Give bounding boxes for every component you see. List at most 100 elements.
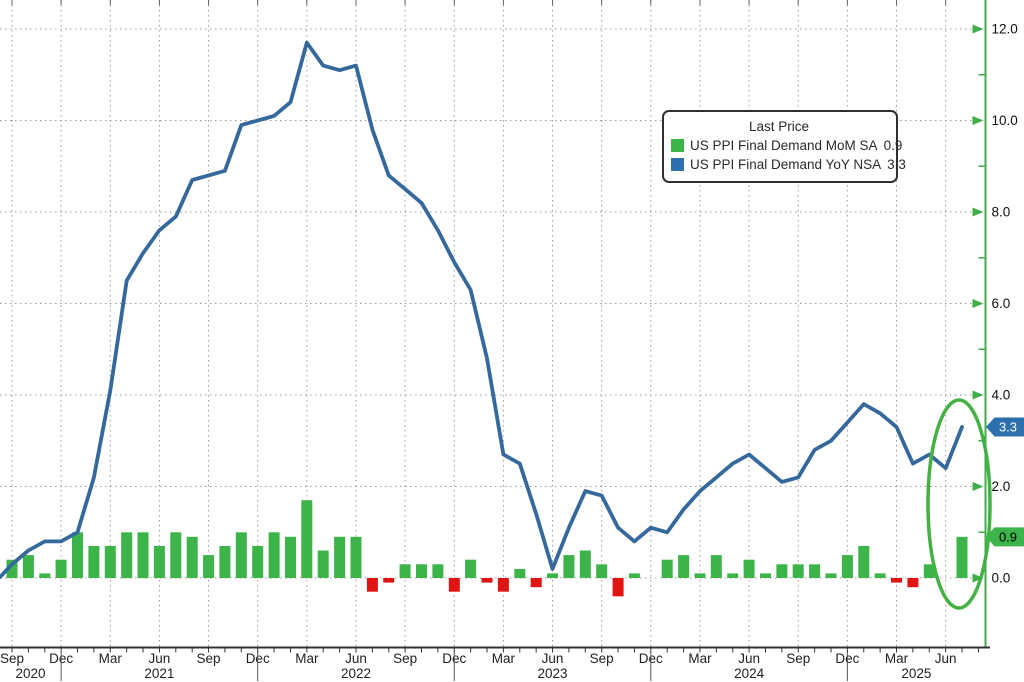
mom-bar	[416, 564, 427, 578]
mom-bar	[596, 564, 608, 578]
mom-bar	[170, 532, 182, 579]
y-axis-label: 10.0	[992, 113, 1018, 128]
right-axis: 0.0 2.0 4.0 6.0 8.0 10.0 12.0	[972, 0, 1018, 649]
highlight-ellipse	[926, 398, 992, 610]
mom-bar	[776, 564, 788, 578]
mom-bar	[203, 555, 215, 578]
mom-bar	[710, 555, 722, 578]
month-label: Sep	[786, 651, 810, 666]
major-tick-arrow	[972, 482, 984, 491]
yoy-series-swatch	[671, 158, 684, 171]
mom-bar	[841, 555, 853, 578]
last-price-badges: 3.3 0.9	[986, 417, 1024, 547]
mom-bar	[88, 546, 100, 578]
month-label: Sep	[0, 651, 24, 666]
month-label: Mar	[99, 651, 123, 666]
legend-row-mom: US PPI Final Demand MoM SA 0.9	[671, 136, 902, 155]
mom-last-price-badge-value: 0.9	[999, 529, 1017, 544]
mom-bar	[514, 568, 526, 579]
mom-bar	[678, 555, 690, 578]
mom-bar	[825, 573, 837, 578]
mom-bar	[55, 559, 67, 578]
y-axis-label: 6.0	[992, 296, 1011, 311]
month-label: Jun	[149, 651, 171, 666]
y-axis-label: 8.0	[992, 205, 1011, 220]
mom-bar	[252, 546, 264, 578]
mom-bar	[743, 559, 755, 578]
month-label: Mar	[688, 651, 712, 666]
mom-bar	[383, 578, 395, 583]
y-axis-label: 4.0	[992, 388, 1011, 403]
legend-row-yoy: US PPI Final Demand YoY NSA 3.3	[671, 155, 906, 174]
mom-bar	[727, 573, 739, 578]
month-label: Mar	[885, 651, 909, 666]
gridlines	[0, 0, 984, 648]
mom-bar	[235, 532, 247, 579]
month-label: Jun	[738, 651, 760, 666]
mom-bar	[661, 559, 673, 578]
yoy-last-price-badge-value: 3.3	[999, 420, 1017, 435]
mom-bar	[137, 532, 149, 579]
mom-bar	[6, 559, 18, 578]
year-label: 2023	[538, 666, 568, 681]
mom-series-value: 0.9	[883, 138, 903, 153]
yoy-series-value: 3.3	[887, 157, 906, 172]
major-tick-arrow	[972, 573, 984, 583]
mom-bar	[334, 536, 346, 578]
yoy-series-label: US PPI Final Demand YoY NSA	[690, 157, 882, 172]
mom-bar	[317, 550, 329, 578]
mom-bar	[809, 564, 821, 578]
mom-bar	[694, 573, 706, 578]
bottom-axis: Sep Dec Mar Jun Sep Dec Mar Jun Sep Dec Mar Jun Sep D…	[0, 646, 990, 681]
mom-bar	[39, 573, 51, 578]
mom-bar	[530, 578, 542, 588]
line-series	[0, 40, 964, 579]
mom-bar	[628, 573, 640, 578]
mom-bar	[907, 578, 919, 588]
month-label: Mar	[492, 651, 516, 666]
mom-bar	[579, 550, 591, 578]
mom-bar	[465, 559, 477, 578]
year-label: 2021	[144, 666, 174, 681]
mom-bar	[874, 573, 886, 578]
major-tick-arrow	[972, 24, 984, 34]
major-tick-arrow	[972, 207, 984, 217]
mom-bar	[186, 536, 198, 578]
yoy-last-price-badge-bg	[986, 417, 1024, 437]
month-label: Mar	[295, 651, 319, 666]
mom-bar	[121, 532, 133, 579]
mom-series-swatch	[671, 139, 684, 152]
month-label: Sep	[590, 651, 614, 666]
year-label: 2024	[734, 666, 765, 681]
mom-last-price-badge-bg	[986, 527, 1024, 547]
mom-bar	[72, 532, 83, 579]
mom-bar	[858, 546, 870, 578]
mom-bar	[153, 546, 165, 578]
mom-bar	[547, 573, 558, 578]
month-label: Jun	[935, 651, 957, 666]
y-axis-label: 12.0	[992, 22, 1018, 37]
bars-series	[6, 500, 968, 597]
month-label: Sep	[393, 651, 417, 666]
month-label: Sep	[197, 651, 221, 666]
mom-bar	[448, 578, 460, 592]
mom-bar	[432, 564, 444, 578]
mom-bar	[104, 546, 116, 578]
mom-bar	[366, 578, 378, 592]
y-axis-label: 0.0	[992, 571, 1011, 586]
mom-bar	[285, 536, 296, 578]
mom-bar	[923, 564, 935, 578]
year-label: 2020	[16, 666, 46, 681]
major-tick-arrow	[972, 299, 984, 308]
year-label: 2025	[901, 666, 931, 681]
yoy-line	[0, 40, 964, 579]
mom-bar	[792, 564, 804, 578]
mom-bar	[760, 573, 771, 578]
year-label: 2022	[341, 666, 371, 681]
mom-bar	[612, 578, 624, 597]
mom-bar	[563, 555, 575, 578]
mom-bar	[399, 564, 411, 578]
mom-bar	[268, 532, 280, 579]
month-label: Jun	[345, 651, 367, 666]
